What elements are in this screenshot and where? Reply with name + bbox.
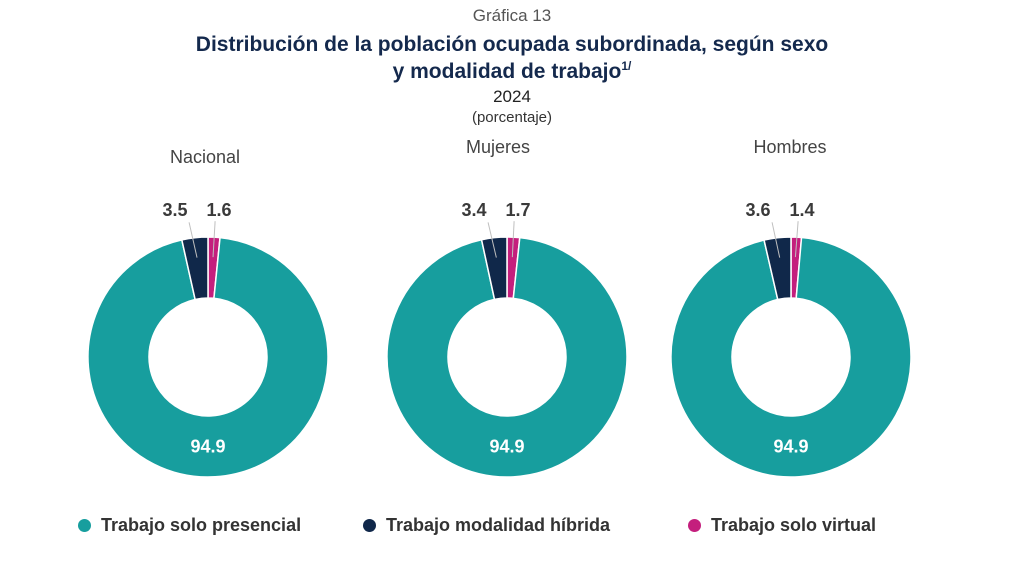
leader-mujeres-virtual xyxy=(511,221,515,258)
chart-year: 2024 xyxy=(493,87,531,106)
label-nacional-presencial: 94.9 xyxy=(190,437,225,457)
leader-mujeres-hibrida xyxy=(487,222,497,258)
legend-swatch-hibrida xyxy=(363,519,376,532)
legend-label-hibrida: Trabajo modalidad híbrida xyxy=(386,515,611,535)
legend-swatch-presencial xyxy=(78,519,91,532)
slice-mujeres-presencial xyxy=(386,236,628,478)
donut-mujeres: 94.9 3.4 1.7 xyxy=(386,200,628,478)
legend-item-virtual: Trabajo solo virtual xyxy=(688,515,876,536)
slice-mujeres-hibrida xyxy=(480,236,508,301)
label-hombres-virtual: 1.4 xyxy=(789,200,814,220)
legend-label-virtual: Trabajo solo virtual xyxy=(711,515,877,535)
label-nacional-virtual: 1.6 xyxy=(206,200,231,220)
legend-swatch-virtual xyxy=(688,519,701,532)
panel-title-mujeres: Mujeres xyxy=(465,137,531,157)
label-nacional-hibrida: 3.5 xyxy=(162,200,187,220)
panel-title-hombres: Hombres xyxy=(753,137,827,157)
label-mujeres-hibrida: 3.4 xyxy=(461,200,486,220)
donut-hombres: 94.9 3.6 1.4 xyxy=(670,200,912,478)
label-mujeres-virtual: 1.7 xyxy=(505,200,530,220)
chart-title-line-2-text: y modalidad de trabajo xyxy=(392,60,622,83)
donut-nacional: 94.9 3.5 1.6 xyxy=(87,200,329,478)
label-hombres-hibrida: 3.6 xyxy=(745,200,770,220)
label-hombres-presencial: 94.9 xyxy=(773,437,808,457)
legend-label-presencial: Trabajo solo presencial xyxy=(101,515,302,535)
legend-item-hibrida: Trabajo modalidad híbrida xyxy=(363,515,610,536)
slice-hombres-presencial xyxy=(670,236,912,478)
slice-nacional-hibrida xyxy=(180,236,209,301)
legend: Trabajo solo presencial Trabajo modalida… xyxy=(0,515,1024,545)
chart-kicker: Gráfica 13 xyxy=(472,6,552,25)
panel-title-nacional: Nacional xyxy=(169,147,241,167)
label-mujeres-presencial: 94.9 xyxy=(489,437,524,457)
title-footnote-mark: 1/ xyxy=(621,59,632,73)
slice-hombres-hibrida xyxy=(763,236,792,301)
donut-charts: 94.9 3.5 1.6 94.9 3.4 1.7 94.9 3.6 1.4 xyxy=(87,200,912,478)
chart-title-line-1: Distribución de la población ocupada sub… xyxy=(195,33,829,56)
leader-hombres-virtual xyxy=(794,221,799,258)
slice-nacional-presencial xyxy=(87,236,329,478)
leader-hombres-hibrida xyxy=(771,222,781,258)
chart-title-line-2: y modalidad de trabajo1/ xyxy=(0,59,1024,84)
leader-nacional-virtual xyxy=(212,221,216,258)
leader-nacional-hibrida xyxy=(188,222,198,258)
legend-item-presencial: Trabajo solo presencial xyxy=(78,515,301,536)
chart-unit: (porcentaje) xyxy=(471,109,553,126)
